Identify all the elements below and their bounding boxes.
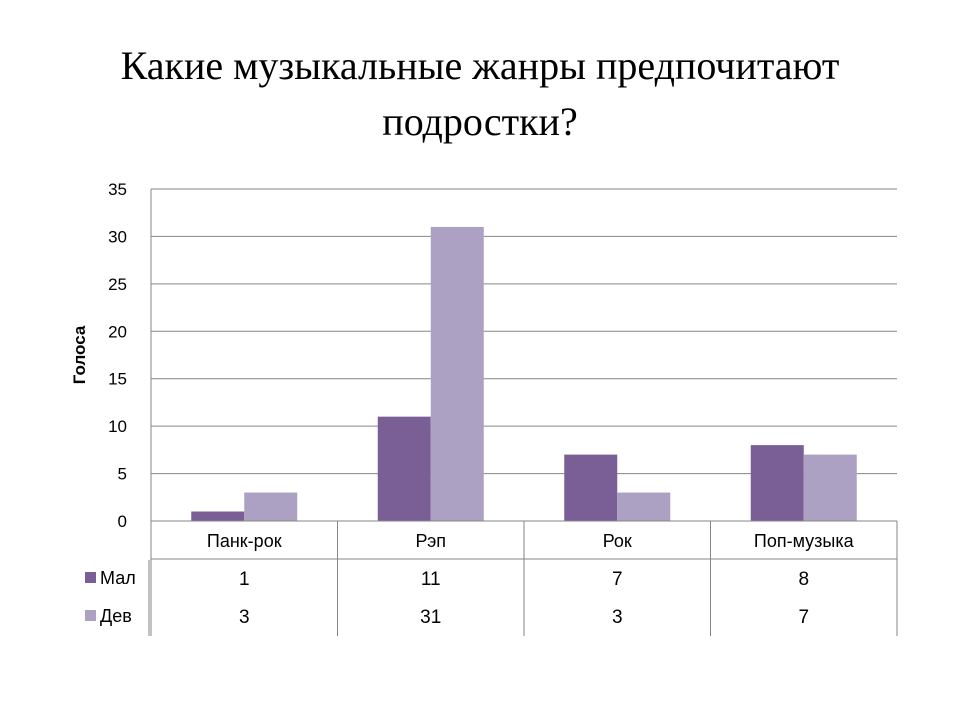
- legend-key: [85, 610, 96, 621]
- data-table-value: 7: [798, 607, 809, 628]
- bars: [191, 226, 857, 521]
- bar: [191, 511, 245, 521]
- data-table-value: 31: [420, 607, 441, 628]
- slide-title-line-1: Какие музыкальные жанры предпочитают: [120, 43, 840, 88]
- bar: [244, 492, 298, 521]
- y-tick-label: 15: [108, 370, 127, 389]
- bar: [617, 492, 671, 521]
- y-tick-label: 10: [108, 417, 127, 436]
- data-table-value: 11: [421, 569, 441, 590]
- legend-label: Мал: [100, 568, 136, 588]
- bar: [564, 454, 618, 521]
- x-category-label: Рок: [603, 531, 632, 551]
- data-table-value: 7: [612, 569, 623, 590]
- axes: 0 5 10 15 20 25 30 35: [108, 180, 152, 636]
- x-category-label: Панк-рок: [207, 531, 282, 551]
- bar: [803, 454, 857, 521]
- data-table-value: 3: [239, 607, 250, 628]
- legend-key: [85, 572, 96, 583]
- slide-title-line-2: подростки?: [382, 99, 578, 144]
- data-table-value: 3: [612, 607, 623, 628]
- y-axis-label: Голоса: [70, 325, 89, 384]
- slide-title: Какие музыкальные жанры предпочитают под…: [0, 38, 960, 150]
- bar: [377, 416, 431, 521]
- data-table-value: 1: [239, 569, 250, 590]
- y-tick-label: 0: [118, 512, 127, 531]
- y-tick-label: 20: [108, 322, 127, 341]
- gridlines: [151, 188, 897, 475]
- bar: [750, 445, 804, 521]
- y-tick-label: 25: [108, 275, 127, 294]
- x-category-label: Рэп: [415, 531, 446, 551]
- x-category-label: Поп-музыка: [754, 531, 855, 551]
- data-table-value: 8: [798, 569, 809, 590]
- legend-label: Дев: [100, 606, 132, 626]
- y-tick-label: 35: [108, 180, 127, 199]
- y-tick-label: 5: [118, 465, 127, 484]
- bar: [430, 226, 484, 521]
- y-tick-label: 30: [108, 227, 127, 246]
